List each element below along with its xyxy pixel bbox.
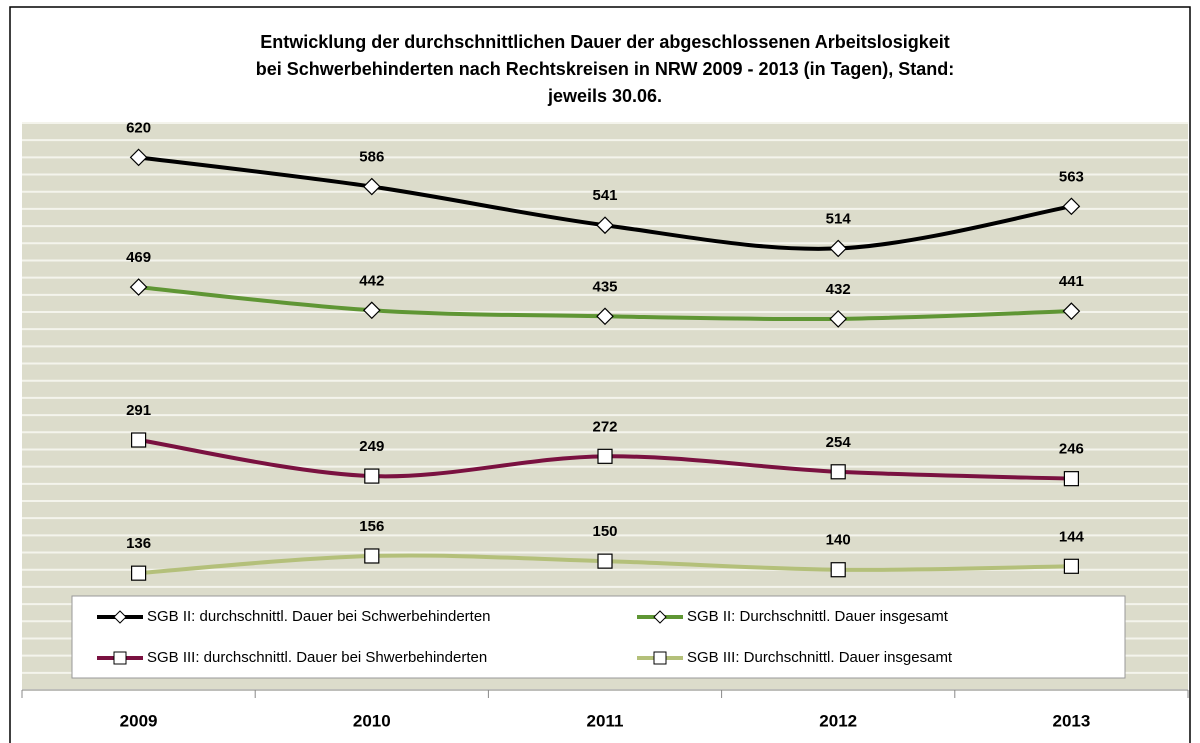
marker: [596, 307, 614, 326]
marker: [364, 548, 380, 564]
legend: [71, 595, 1126, 679]
data-label: 469: [126, 249, 151, 266]
data-label: 249: [359, 438, 384, 455]
x-tick-label: 2009: [120, 711, 158, 730]
marker: [830, 464, 846, 480]
data-label: 254: [826, 434, 852, 451]
data-label: 620: [126, 119, 151, 136]
marker: [597, 448, 613, 464]
data-label: 563: [1059, 168, 1084, 185]
legend-marker: [653, 610, 667, 624]
x-tick-label: 2012: [819, 711, 857, 730]
chart-title: bei Schwerbehinderten nach Rechtskreisen…: [256, 59, 955, 79]
legend-marker: [113, 610, 127, 624]
marker: [1062, 197, 1081, 216]
marker: [829, 310, 848, 328]
data-label: 441: [1059, 273, 1084, 290]
data-label: 541: [592, 187, 617, 204]
legend-label: SGB II: durchschnittl. Dauer bei Schwerb…: [147, 608, 491, 625]
marker: [830, 562, 846, 578]
data-label: 150: [592, 523, 617, 540]
legend-label: SGB III: durchschnittl. Dauer bei Shwerb…: [147, 649, 487, 666]
marker: [829, 239, 848, 258]
marker: [362, 301, 381, 320]
marker: [129, 148, 148, 167]
chart-title: jeweils 30.06.: [547, 86, 662, 106]
x-tick-label: 2011: [587, 711, 624, 730]
data-label: 136: [126, 535, 151, 552]
legend-label: SGB III: Durchschnittl. Dauer insgesamt: [687, 649, 953, 666]
marker: [129, 278, 148, 296]
legend-marker: [113, 651, 127, 665]
marker: [131, 565, 147, 581]
data-label: 435: [592, 278, 617, 295]
marker: [364, 468, 380, 484]
marker: [362, 177, 381, 196]
x-tick-label: 2013: [1052, 711, 1090, 730]
data-label: 246: [1059, 441, 1084, 458]
data-label: 432: [826, 281, 851, 298]
marker: [131, 432, 147, 448]
x-tick-label: 2010: [353, 711, 391, 730]
data-label: 156: [359, 518, 384, 535]
chart-title: Entwicklung der durchschnittlichen Dauer…: [260, 32, 950, 52]
marker: [596, 216, 614, 235]
legend-label: SGB II: Durchschnittl. Dauer insgesamt: [687, 608, 949, 625]
data-label: 140: [826, 532, 851, 549]
marker: [1063, 471, 1080, 487]
data-label: 586: [359, 149, 384, 166]
data-label: 514: [826, 210, 852, 227]
data-label: 144: [1059, 528, 1085, 545]
legend-marker: [653, 651, 667, 665]
marker: [1062, 302, 1081, 320]
data-label: 442: [359, 272, 384, 289]
data-label: 291: [126, 402, 151, 419]
data-label: 272: [592, 418, 617, 435]
marker: [597, 553, 613, 569]
marker: [1063, 558, 1080, 574]
